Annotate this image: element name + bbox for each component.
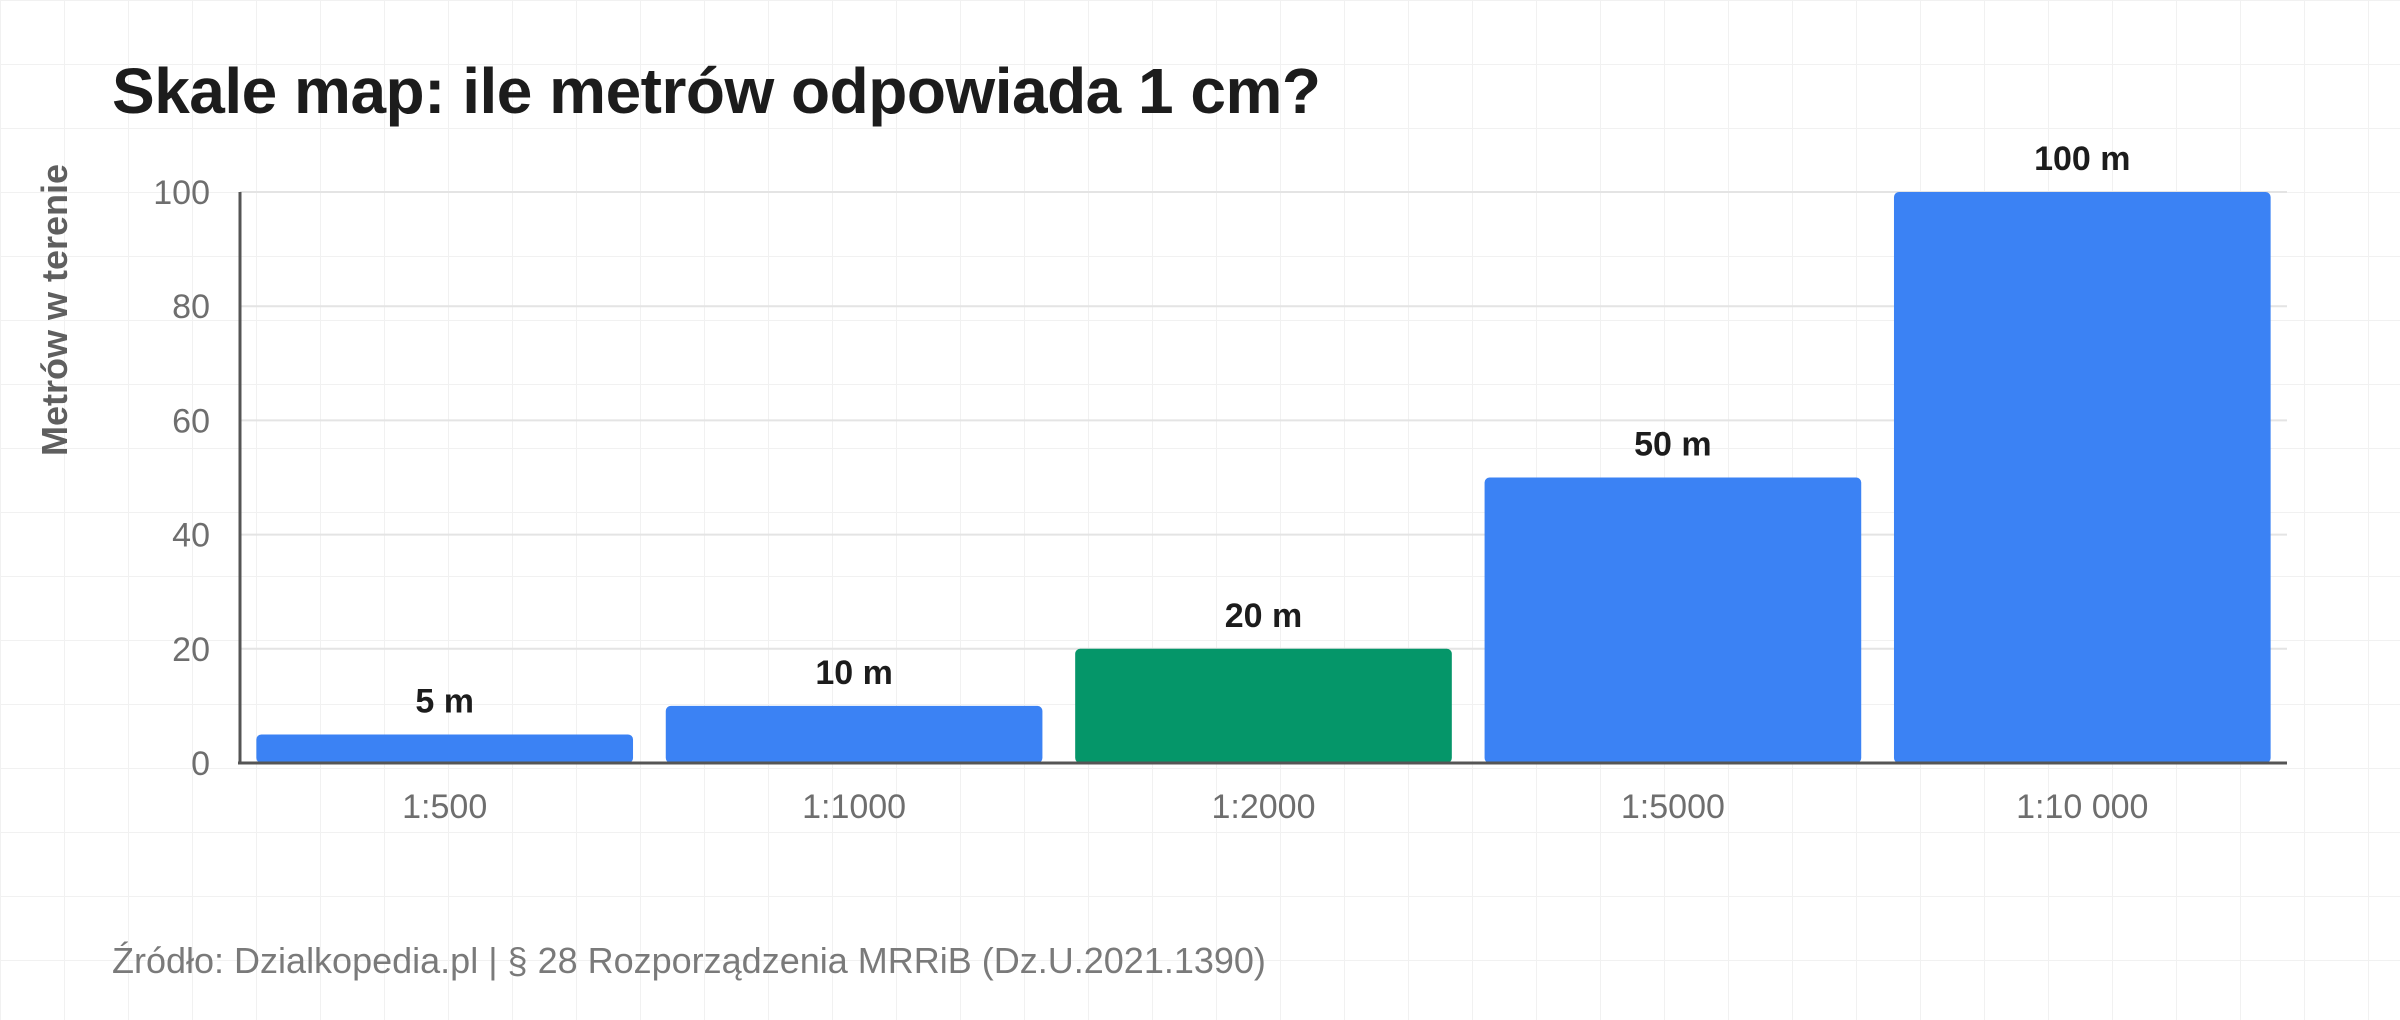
- data-labels: 5 m 10 m 20 m 50 m 100 m: [415, 140, 2130, 720]
- y-tick-label: 40: [172, 517, 210, 555]
- y-tick-label: 60: [172, 402, 210, 440]
- bars: [256, 192, 2271, 763]
- data-label: 10 m: [815, 654, 893, 692]
- source-note: Źródło: Dzialkopedia.pl | § 28 Rozporząd…: [112, 940, 1266, 981]
- x-axis-categories: 1:500 1:1000 1:2000 1:5000 1:10 000: [402, 788, 2148, 826]
- x-tick-label: 1:500: [402, 788, 487, 826]
- x-tick-label: 1:10 000: [2016, 788, 2148, 826]
- x-tick-label: 1:2000: [1212, 788, 1316, 826]
- bar-5: [1893, 192, 2271, 763]
- y-tick-label: 80: [172, 288, 210, 326]
- data-label: 5 m: [415, 682, 474, 720]
- data-label: 100 m: [2034, 140, 2130, 178]
- chart-title: Skale map: ile metrów odpowiada 1 cm?: [112, 55, 1321, 127]
- bar-3: [1075, 648, 1452, 763]
- y-axis-ticks: 0 20 40 60 80 100: [153, 174, 210, 783]
- y-tick-label: 0: [191, 745, 210, 783]
- bar-4: [1484, 477, 1862, 763]
- bar-1: [256, 734, 634, 763]
- y-tick-label: 20: [172, 631, 210, 669]
- data-label: 20 m: [1225, 597, 1303, 635]
- x-tick-label: 1:1000: [802, 788, 906, 826]
- y-tick-label: 100: [153, 174, 210, 212]
- axes: [238, 192, 2287, 765]
- data-label: 50 m: [1634, 426, 1712, 464]
- x-tick-label: 1:5000: [1621, 788, 1725, 826]
- bar-2: [665, 705, 1043, 763]
- y-axis-title: Metrów w terenie: [34, 164, 75, 456]
